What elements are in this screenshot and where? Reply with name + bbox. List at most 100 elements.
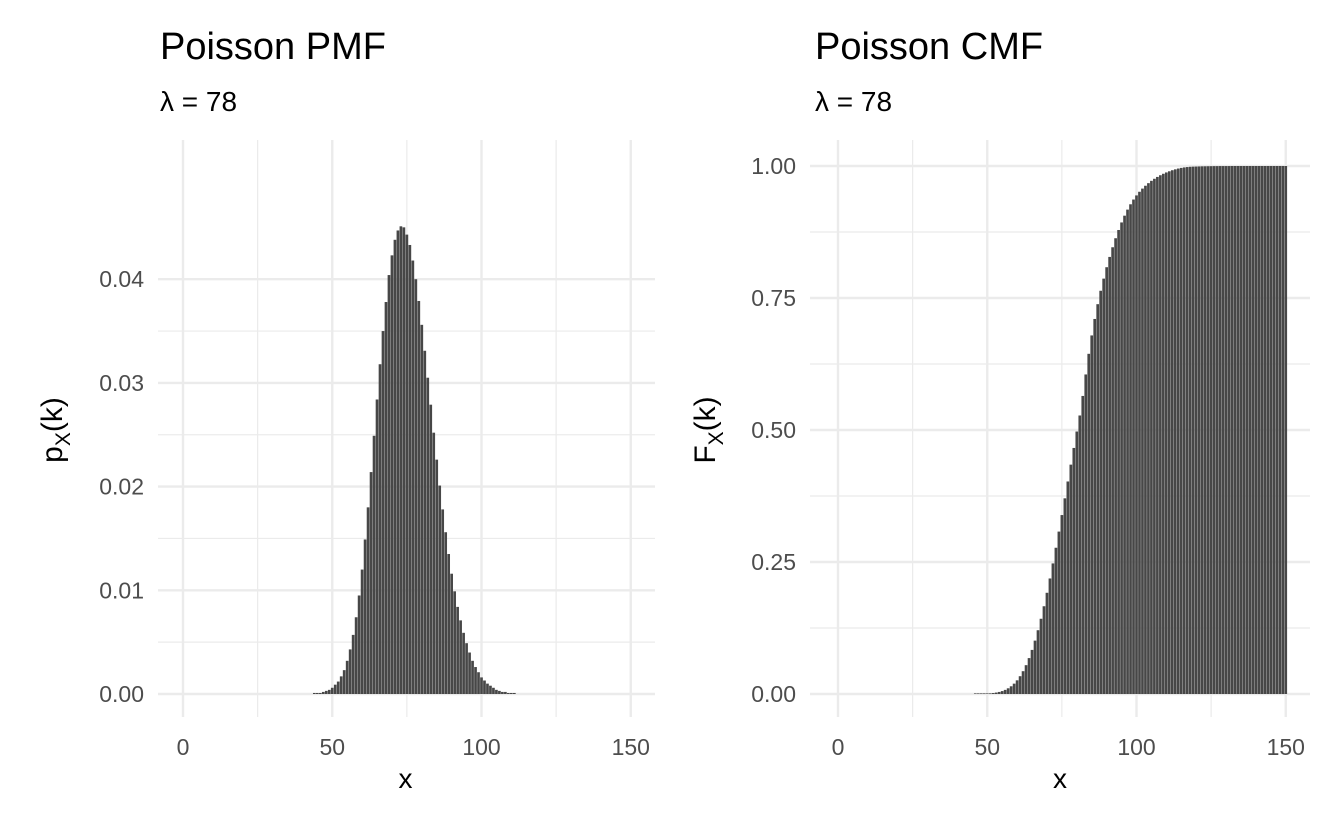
cmf-bar <box>1117 229 1120 695</box>
pmf-bar <box>450 573 453 694</box>
pmf-bar <box>512 692 516 694</box>
cmf-bar <box>1015 680 1019 694</box>
pmf-bar <box>510 692 513 694</box>
pmf-bar <box>387 275 391 694</box>
cmf-bar <box>1090 335 1094 694</box>
cmf-bar <box>988 693 992 694</box>
pmf-bar <box>480 677 483 694</box>
cmf-chart: 0.00 0.25 0.50 0.75 1.00 0 50 100 150 x FX(k) <box>689 140 1310 794</box>
pmf-bars <box>312 226 516 695</box>
cmf-bar <box>1000 691 1004 694</box>
cmf-x-axis-label: x <box>1053 763 1067 794</box>
pmf-bar <box>345 660 349 694</box>
cmf-bar <box>1012 683 1016 694</box>
cmf-bar <box>1272 166 1276 694</box>
cmf-bar <box>1054 547 1058 694</box>
cmf-bar <box>1039 618 1043 694</box>
pmf-bar <box>396 230 400 694</box>
cmf-bar <box>1150 180 1153 695</box>
cmf-bar <box>1066 481 1070 694</box>
cmf-bar <box>1024 665 1028 694</box>
pmf-x-tick-label: 50 <box>319 734 345 760</box>
cmf-bar <box>1111 247 1114 694</box>
pmf-panel: Poisson PMF λ = 78 0.00 0.01 0.02 0.03 0.04 0… <box>36 26 655 794</box>
cmf-bars <box>973 166 1288 695</box>
cmf-bar <box>1138 191 1141 694</box>
cmf-bar <box>1224 166 1228 694</box>
cmf-bar <box>1197 166 1201 695</box>
cmf-bar <box>1185 167 1189 694</box>
cmf-bar <box>1003 689 1007 694</box>
cmf-bar <box>1251 166 1255 694</box>
cmf-bar <box>1123 215 1126 694</box>
cmf-bar <box>1176 168 1180 694</box>
cmf-bar <box>1009 686 1013 694</box>
pmf-x-axis-label: x <box>399 763 413 794</box>
pmf-bar <box>429 404 433 694</box>
cmf-bar <box>1179 167 1183 694</box>
pmf-bar <box>468 652 471 694</box>
cmf-x-tick-label: 150 <box>1267 734 1305 760</box>
cmf-bar <box>1236 166 1240 694</box>
pmf-bar <box>417 300 421 694</box>
cmf-bar <box>1239 166 1243 694</box>
pmf-bar <box>393 239 397 694</box>
pmf-bar <box>366 507 370 694</box>
cmf-x-tick-label: 0 <box>832 734 845 760</box>
cmf-title: Poisson CMF <box>815 26 1044 68</box>
pmf-bar <box>351 634 355 694</box>
pmf-bar <box>324 690 328 694</box>
cmf-subtitle: λ = 78 <box>815 86 893 117</box>
pmf-subtitle: λ = 78 <box>160 86 238 117</box>
cmf-y-tick-label: 1.00 <box>751 153 796 179</box>
cmf-y-tick-label: 0.00 <box>751 681 796 707</box>
pmf-title: Poisson PMF <box>160 26 386 68</box>
cmf-x-tick-label: 100 <box>1117 734 1155 760</box>
cmf-bar <box>1203 166 1207 694</box>
cmf-bar <box>1069 464 1073 694</box>
pmf-y-axis-label: pX(k) <box>36 397 75 463</box>
cmf-bar <box>1102 278 1106 694</box>
cmf-y-tick-label: 0.50 <box>751 417 796 443</box>
pmf-bar <box>402 227 406 694</box>
pmf-x-tick-label: 100 <box>462 734 500 760</box>
pmf-x-tick-label: 150 <box>612 734 650 760</box>
pmf-bar <box>369 472 373 694</box>
pmf-bar <box>420 324 424 694</box>
cmf-bar <box>1045 592 1049 694</box>
cmf-bar <box>1245 166 1249 694</box>
pmf-bar <box>405 234 409 694</box>
pmf-bar <box>414 279 418 694</box>
cmf-bar <box>991 693 995 694</box>
cmf-bar <box>1206 166 1210 695</box>
pmf-bar <box>330 687 334 694</box>
cmf-bar <box>1200 166 1204 695</box>
pmf-bar <box>327 689 331 694</box>
cmf-bar <box>979 693 983 694</box>
cmf-bar <box>994 692 998 694</box>
cmf-bar <box>1269 166 1273 694</box>
cmf-y-tick-labels: 0.00 0.25 0.50 0.75 1.00 <box>751 153 796 707</box>
cmf-bar <box>1242 166 1246 694</box>
cmf-bar <box>1084 374 1088 694</box>
cmf-bar <box>1188 166 1192 695</box>
pmf-bar <box>315 692 319 694</box>
cmf-bar <box>1030 649 1034 694</box>
cmf-bar <box>1033 640 1037 694</box>
cmf-bar <box>1165 172 1168 695</box>
cmf-bar <box>1093 318 1097 694</box>
pmf-bar <box>492 687 495 694</box>
cmf-x-tick-labels: 0 50 100 150 <box>832 734 1305 760</box>
pmf-bar <box>384 302 388 694</box>
cmf-bar <box>1126 209 1129 694</box>
pmf-bar <box>381 331 385 694</box>
cmf-y-tick-label: 0.25 <box>751 549 796 575</box>
cmf-bar <box>1212 166 1216 695</box>
pmf-bar <box>474 667 477 694</box>
pmf-bar <box>465 643 468 694</box>
cmf-bar <box>1209 166 1213 695</box>
pmf-bar <box>426 377 430 694</box>
pmf-bar <box>333 684 337 694</box>
cmf-bar <box>1114 238 1117 694</box>
cmf-bar <box>1048 578 1052 694</box>
